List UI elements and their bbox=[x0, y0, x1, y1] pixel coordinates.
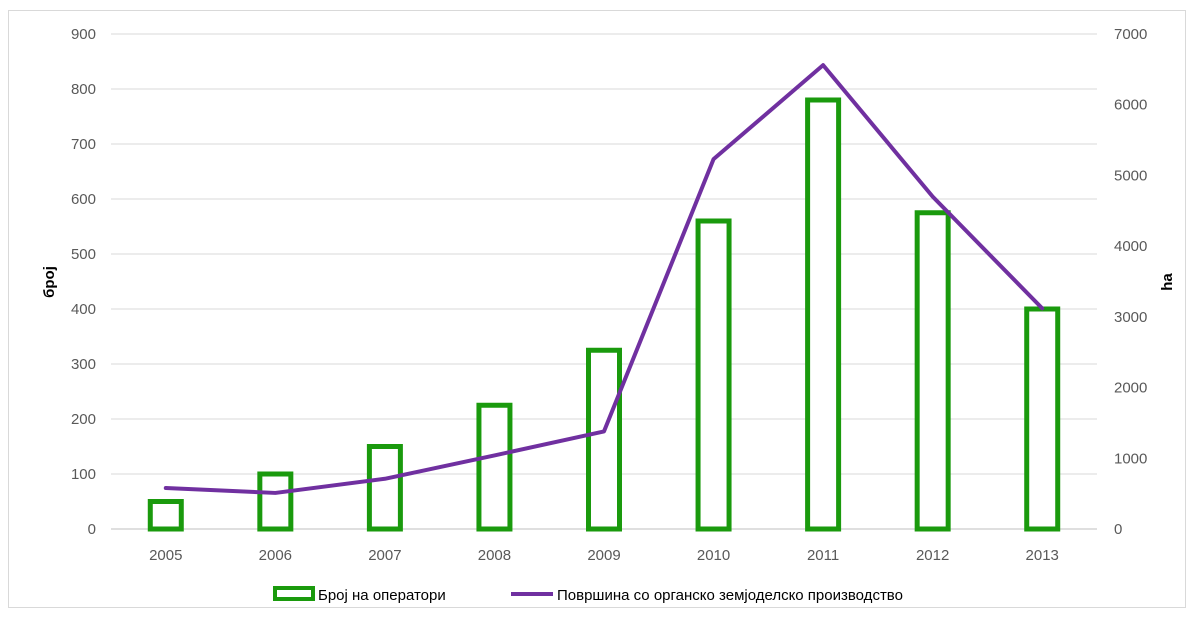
y2-tick-label: 7000 bbox=[1114, 26, 1147, 43]
series-line bbox=[163, 63, 1045, 495]
x-axis-ticks: 2005 2006 2007 2008 2009 2010 2011 2012 2013 bbox=[149, 547, 1059, 564]
x-tick-label: 2012 bbox=[916, 547, 949, 564]
y-axis-left-title: број bbox=[41, 266, 58, 298]
bar bbox=[366, 444, 403, 532]
y2-tick-label: 6000 bbox=[1114, 97, 1147, 114]
y2-tick-label: 2000 bbox=[1114, 380, 1147, 397]
legend: Број на оператори Површина со органско з… bbox=[273, 586, 903, 604]
y-axis-right-ticks: 0 1000 2000 3000 4000 5000 6000 7000 bbox=[1114, 26, 1147, 538]
y-tick-label: 0 bbox=[88, 521, 96, 538]
x-tick-label: 2007 bbox=[368, 547, 401, 564]
bar bbox=[695, 218, 732, 532]
bar-series bbox=[147, 97, 1061, 532]
bar bbox=[805, 97, 842, 532]
line-series bbox=[163, 63, 1045, 495]
y-axis-right-title: ha bbox=[1159, 273, 1176, 291]
x-tick-label: 2009 bbox=[587, 547, 620, 564]
legend-label-bars: Број на оператори bbox=[318, 587, 446, 604]
x-tick-label: 2011 bbox=[807, 547, 839, 564]
y2-tick-label: 1000 bbox=[1114, 450, 1147, 467]
y2-tick-label: 5000 bbox=[1114, 167, 1147, 184]
x-tick-label: 2010 bbox=[697, 547, 730, 564]
y2-tick-label: 3000 bbox=[1114, 309, 1147, 326]
x-tick-label: 2005 bbox=[149, 547, 182, 564]
y2-tick-label: 0 bbox=[1114, 521, 1122, 538]
y-tick-label: 800 bbox=[71, 81, 96, 98]
y-tick-label: 500 bbox=[71, 246, 96, 263]
y-tick-label: 400 bbox=[71, 301, 96, 318]
bar bbox=[1024, 306, 1061, 532]
legend-label-line: Површина со органско земјоделско произво… bbox=[557, 587, 903, 604]
y-tick-label: 900 bbox=[71, 26, 96, 43]
y-tick-label: 200 bbox=[71, 411, 96, 428]
bar bbox=[147, 499, 184, 532]
bar bbox=[257, 471, 294, 532]
y-tick-label: 600 bbox=[71, 191, 96, 208]
x-tick-label: 2013 bbox=[1026, 547, 1059, 564]
x-tick-label: 2006 bbox=[259, 547, 292, 564]
bar bbox=[914, 210, 951, 532]
y2-tick-label: 4000 bbox=[1114, 238, 1147, 255]
x-tick-label: 2008 bbox=[478, 547, 511, 564]
y-tick-label: 100 bbox=[71, 466, 96, 483]
bar bbox=[586, 347, 622, 532]
legend-swatch-bars bbox=[273, 586, 315, 601]
y-axis-left-ticks: 0 100 200 300 400 500 600 700 800 900 bbox=[71, 26, 96, 538]
y-tick-label: 300 bbox=[71, 356, 96, 373]
y-tick-label: 700 bbox=[71, 136, 96, 153]
bar bbox=[476, 402, 513, 532]
